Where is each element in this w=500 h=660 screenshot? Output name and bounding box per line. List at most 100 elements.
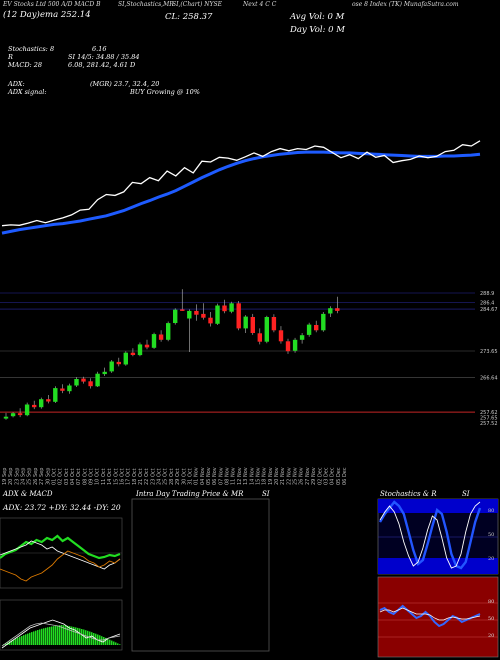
macd-histogram-bar — [91, 632, 93, 645]
macd-histogram-bar — [7, 642, 9, 645]
candle-body — [271, 317, 277, 331]
candle-body — [173, 309, 178, 323]
date-label: 25 Oct — [163, 468, 169, 485]
date-label: 22 Oct — [144, 468, 150, 485]
intraday-panel-title-si: SI — [262, 490, 270, 498]
stochastics-overbought-zone — [378, 499, 498, 513]
candle-body — [229, 303, 234, 312]
date-label: 25 Sep — [27, 468, 33, 485]
candle-body — [335, 308, 340, 311]
date-label: 29 Nov — [311, 467, 317, 485]
candle-body — [166, 323, 171, 340]
macd-histogram-bar — [113, 641, 115, 645]
candle-body — [74, 379, 79, 386]
date-label: 28 Oct — [169, 468, 175, 485]
macd-histogram-bar — [73, 626, 75, 645]
macd-histogram-bar — [107, 638, 109, 645]
macd-histogram-bar — [13, 639, 15, 645]
macd-histogram-bar — [19, 636, 21, 645]
date-label: 14 Nov — [249, 467, 255, 485]
intraday-panel-frame — [131, 498, 270, 652]
candle-body — [67, 385, 72, 392]
candle-body — [24, 404, 30, 416]
date-label: 05 Dec — [336, 467, 342, 485]
rsi-tick-20: 20 — [488, 633, 495, 639]
stochastics-panel-title-si: SI — [462, 490, 470, 498]
candle-body — [53, 388, 58, 402]
macd-histogram-bar — [15, 638, 17, 645]
date-label: 31 Oct — [188, 468, 194, 485]
macd-histogram-bar — [103, 637, 105, 645]
date-label: 25 Nov — [293, 467, 299, 485]
date-label: 01 Oct — [52, 468, 58, 485]
candle-body — [321, 313, 326, 331]
stoch-label: Stochastics: 8 — [8, 45, 55, 53]
adx-value: (MGR) 23.7, 32.4, 20 — [90, 80, 160, 88]
date-label: 16 Oct — [120, 468, 126, 485]
candle-body — [60, 388, 65, 391]
date-label: 29 Oct — [175, 468, 181, 485]
macd-histogram-bar — [63, 625, 65, 645]
adx-label: ADX: — [8, 80, 25, 88]
header-title-mid: SI,Stochastics,MR — [118, 1, 174, 8]
macd-histogram-bar — [117, 643, 119, 645]
candlesticks — [3, 289, 340, 420]
macd-histogram-bar — [89, 631, 91, 645]
adx-panel-frame — [0, 517, 123, 589]
price-level-label: 257.52 — [480, 421, 498, 427]
candle-body — [17, 413, 23, 416]
macd-histogram-bar — [35, 630, 37, 645]
date-label: 18 Oct — [132, 468, 138, 485]
date-label: 08 Oct — [82, 468, 88, 485]
candle-body — [88, 381, 93, 387]
macd-histogram-bar — [3, 644, 5, 645]
candle-body — [243, 316, 248, 329]
macd-histogram-bar — [97, 634, 99, 645]
macd-histogram-bar — [101, 636, 103, 645]
adx-signal-label: ADX signal: — [8, 88, 47, 96]
adx-plus-di-line — [0, 534, 121, 560]
stoch-tick-80: 80 — [488, 508, 495, 514]
price-level-label: 273.65 — [480, 349, 498, 355]
date-label: 07 Nov — [218, 467, 224, 485]
date-label: 19 Sep — [2, 468, 8, 485]
rsi-panel-frame — [377, 576, 499, 658]
candle-body — [10, 413, 16, 417]
candle-body — [292, 339, 298, 351]
macd-histogram-bar — [53, 626, 55, 645]
macd-histogram-bar — [119, 644, 121, 645]
date-label: 05 Nov — [206, 467, 212, 485]
candle-body — [95, 373, 100, 387]
macd-histogram-bar — [65, 625, 67, 645]
avg-vol-label: Avg Vol: 0 M — [290, 12, 345, 22]
date-label: 11 Oct — [101, 468, 107, 485]
candle-body — [180, 309, 185, 311]
macd-histogram-bar — [111, 640, 113, 645]
r-label: R — [8, 53, 13, 61]
macd-histogram-bar — [47, 627, 49, 645]
date-label: 20 Sep — [8, 468, 14, 485]
date-label: 06 Dec — [342, 467, 348, 485]
candle-body — [201, 313, 206, 318]
rsi-tick-50: 50 — [488, 616, 495, 622]
macd-histogram-bar — [33, 631, 35, 645]
macd-histogram — [3, 625, 121, 645]
date-label: 27 Sep — [39, 468, 45, 485]
date-label: 11 Nov — [231, 467, 237, 485]
macd-histogram-bar — [69, 626, 71, 645]
macd-histogram-bar — [67, 625, 69, 645]
macd-histogram-bar — [105, 637, 107, 645]
stochastics-k-line — [379, 501, 481, 569]
macd-histogram-bar — [109, 639, 111, 645]
macd-histogram-bar — [79, 628, 81, 645]
candle-body — [102, 371, 107, 375]
macd-histogram-bar — [93, 633, 95, 645]
date-label: 21 Oct — [138, 468, 144, 485]
macd-histogram-bar — [23, 635, 25, 645]
date-label: 20 Nov — [274, 467, 280, 485]
date-label: 23 Oct — [150, 468, 156, 485]
date-label: 30 Oct — [181, 468, 187, 485]
adx-panel-stats: ADX: 23.72 +DY: 32.44 -DY: 20 — [3, 503, 121, 512]
adx-minus-di-line — [0, 550, 121, 582]
